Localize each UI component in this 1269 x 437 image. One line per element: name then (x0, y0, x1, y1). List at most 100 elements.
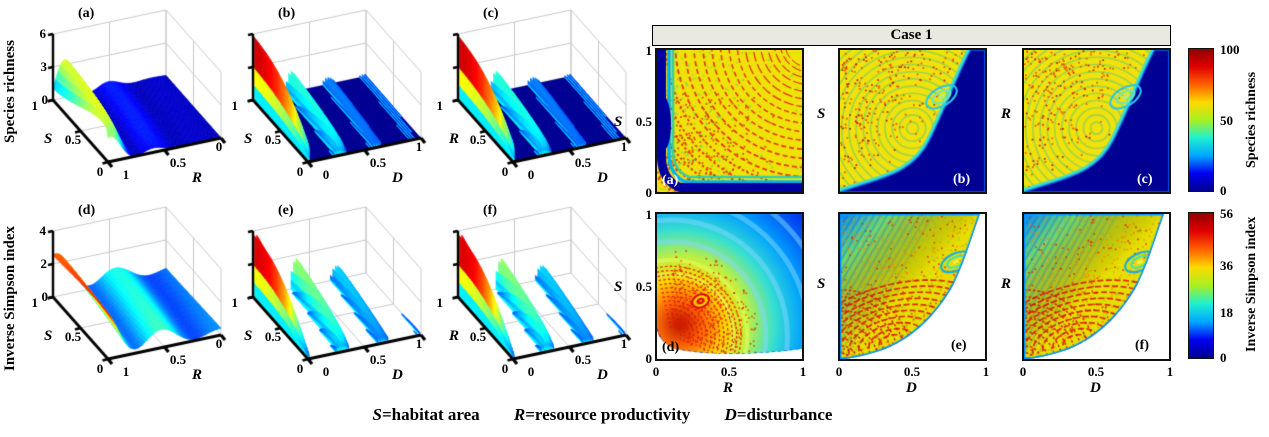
surface-panel-a: (a) 6 3 0 1 S 0.5 0 1 0.5 0 R (20, 0, 235, 205)
heatmap-b-canvas (838, 48, 987, 194)
heatmap-panel-a: 1 S 0.5 0 (a) (610, 40, 825, 245)
heatmap-panel-d: 1 S 0.5 0 (d) 0 0.5 1 R (610, 204, 825, 409)
panel-tag: (b) (953, 172, 971, 187)
x-tick: 0 (835, 364, 843, 379)
colorbar-species-richness: 100 50 0 Species richness (1180, 40, 1269, 210)
surface-panel-c: (c) 1 R 0.5 0 0 0.5 1 D (425, 0, 640, 205)
y-tick: 0.5 (635, 114, 652, 129)
surface-c-canvas (425, 0, 640, 200)
z-tick: 2 (40, 256, 48, 271)
x-tick: 0.5 (574, 155, 592, 170)
panel-tag: (a) (78, 6, 95, 21)
x-axis-letter: D (597, 170, 608, 186)
x-tick: 0 (322, 167, 330, 182)
panel-tag: (d) (78, 203, 96, 218)
colorbar-title: Species richness (1244, 71, 1259, 169)
row2-axis-title: Inverse Simpson index (2, 225, 18, 371)
panel-tag: (d) (662, 340, 680, 355)
x-tick: 0 (652, 364, 660, 379)
x-tick: 0 (215, 139, 223, 154)
y-tick: 0.5 (469, 329, 487, 344)
x-axis-letter: D (1090, 380, 1101, 396)
case-header-label: Case 1 (890, 27, 933, 43)
heatmap-c-canvas (1022, 48, 1171, 194)
colorbar-tick: 36 (1220, 258, 1233, 273)
y-axis-letter: R (1001, 106, 1012, 122)
colorbar-gradient (1188, 48, 1214, 192)
y-tick: 1 (31, 295, 39, 310)
surface-f-canvas (425, 197, 640, 397)
x-tick: 1 (1166, 364, 1174, 379)
y-axis-letter: S (44, 131, 53, 147)
x-axis-letter: D (906, 380, 917, 396)
surface-panel-d: (d) 4 2 0 1 S 0.5 0 1 0.5 0 R (20, 197, 235, 402)
x-axis-letter: D (392, 367, 403, 383)
heatmap-e-canvas (838, 212, 987, 361)
surface-d-canvas (20, 197, 235, 397)
x-tick: 0.5 (1087, 364, 1105, 379)
y-axis-letter: R (1001, 276, 1012, 292)
y-axis-letter: S (244, 328, 253, 344)
x-tick: 0.5 (169, 352, 187, 367)
legend-var-S: S (372, 405, 382, 424)
x-tick: 1 (415, 139, 423, 154)
y-tick: 1 (231, 295, 239, 310)
x-tick: 0 (527, 364, 535, 379)
z-tick: 6 (39, 26, 47, 41)
y-tick: 1 (645, 207, 653, 222)
y-tick: 1 (31, 98, 39, 113)
x-tick: 1 (620, 139, 628, 154)
heatmap-panel-f: R (f) 0 0.5 1 D (989, 204, 1204, 409)
heatmap-f-canvas (1022, 212, 1171, 361)
panel-tag: (f) (483, 203, 497, 218)
x-tick: 1 (122, 167, 130, 182)
panel-tag: (e) (951, 338, 967, 353)
y-axis-letter: S (817, 106, 826, 122)
colorbar-tick: 56 (1220, 206, 1233, 221)
y-tick: 0 (96, 361, 104, 376)
legend-var-D: D (724, 405, 737, 424)
colorbar-tick: 100 (1220, 42, 1240, 57)
y-tick: 0 (96, 164, 104, 179)
x-tick: 0.5 (574, 352, 592, 367)
x-tick: 1 (620, 336, 628, 351)
y-tick: 0.5 (264, 329, 282, 344)
x-tick: 0 (215, 336, 223, 351)
y-tick: 1 (436, 98, 444, 113)
y-axis-letter: S (817, 276, 826, 292)
z-tick: 4 (39, 223, 47, 238)
heatmap-panel-e: S (e) 0 0.5 1 D (805, 204, 1020, 409)
z-tick: 3 (40, 59, 48, 74)
x-axis-letter: R (723, 380, 734, 396)
y-tick: 0.5 (469, 132, 487, 147)
y-tick: 0 (296, 361, 304, 376)
panel-tag: (a) (662, 173, 679, 188)
y-tick: 0.5 (64, 132, 82, 147)
colorbar-gradient (1188, 212, 1214, 359)
y-tick: 1 (645, 43, 653, 58)
surface-a-canvas (20, 0, 235, 200)
x-tick: 0 (1019, 364, 1027, 379)
colorbar-inverse-simpson: 56 36 18 0 Inverse Simpson index (1180, 204, 1269, 374)
legend-habitat-area: S=habitat area (373, 405, 480, 424)
colorbar-tick: 0 (1220, 183, 1227, 198)
x-tick: 1 (799, 364, 807, 379)
x-tick: 0.5 (369, 352, 387, 367)
y-tick: 0.5 (264, 132, 282, 147)
y-axis-letter: S (614, 279, 623, 295)
colorbar-title: Inverse Simpson index (1244, 216, 1259, 352)
y-tick: 0 (501, 164, 509, 179)
colorbar-tick: 18 (1220, 305, 1233, 320)
heatmap-a-canvas (655, 48, 804, 194)
legend-resource-productivity: R=resource productivity (514, 405, 690, 424)
y-axis-letter: S (244, 131, 253, 147)
x-tick: 1 (982, 364, 990, 379)
legend-text-S: =habitat area (381, 405, 480, 424)
y-tick: 0 (501, 361, 509, 376)
y-tick: 0 (645, 185, 653, 200)
variable-legend: S=habitat area R=resource productivity D… (0, 405, 1205, 425)
x-axis-letter: D (597, 367, 608, 383)
heatmap-d-canvas (655, 212, 804, 361)
x-tick: 0.5 (169, 155, 187, 170)
